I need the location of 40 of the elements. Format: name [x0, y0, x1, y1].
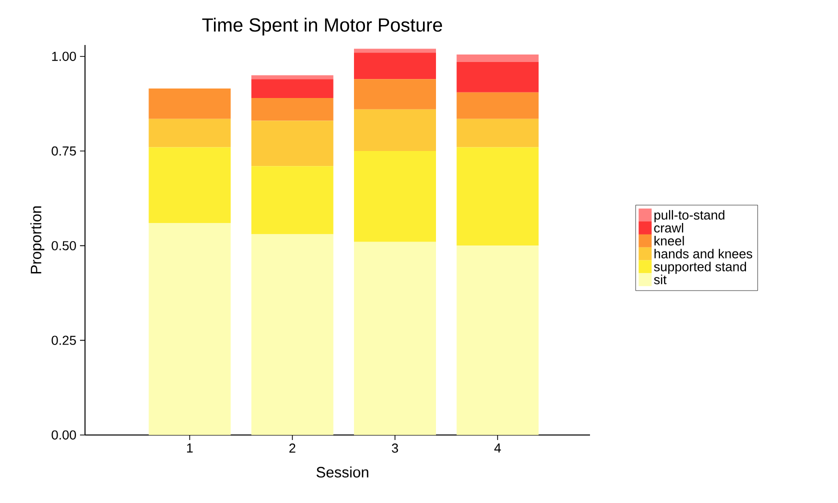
bar	[456, 246, 539, 435]
bar	[251, 120, 334, 166]
bar	[456, 147, 539, 246]
y-tick-label: 0.75	[52, 146, 76, 156]
legend-label: hands and knees	[654, 248, 752, 258]
x-tick-label: 4	[494, 444, 501, 452]
x-axis-title: Session	[316, 466, 368, 478]
bar	[456, 54, 539, 62]
legend-label: crawl	[654, 223, 684, 233]
bar	[148, 88, 231, 119]
bar	[148, 222, 231, 435]
bar	[354, 79, 436, 110]
bar	[251, 98, 334, 121]
bar	[456, 92, 539, 119]
x-tick-label: 1	[187, 444, 193, 452]
bar	[148, 147, 231, 223]
legend-label: kneel	[654, 236, 684, 246]
bar	[456, 118, 539, 148]
bar	[354, 52, 436, 80]
bar	[251, 79, 334, 98]
y-tick-label: 0.00	[52, 430, 76, 440]
legend-label: pull-to-stand	[654, 210, 724, 222]
y-tick-label: 1.00	[52, 52, 76, 61]
legend-label: sit	[654, 274, 667, 284]
y-tick-label: 0.50	[52, 241, 76, 250]
bar	[354, 109, 436, 152]
bar	[251, 234, 334, 435]
bar	[251, 75, 334, 80]
bar	[456, 62, 539, 92]
bar	[251, 166, 334, 234]
y-tick-label: 0.25	[52, 336, 76, 345]
x-tick-label: 2	[289, 444, 296, 453]
bar	[148, 118, 231, 148]
y-axis-title: Proportion	[30, 206, 44, 274]
chart-title: Time Spent in Motor Posture	[202, 18, 442, 36]
bar	[354, 48, 436, 53]
bar	[354, 242, 436, 435]
legend-label: supported stand	[654, 262, 746, 274]
x-tick-label: 3	[392, 444, 398, 453]
bar	[354, 151, 436, 242]
